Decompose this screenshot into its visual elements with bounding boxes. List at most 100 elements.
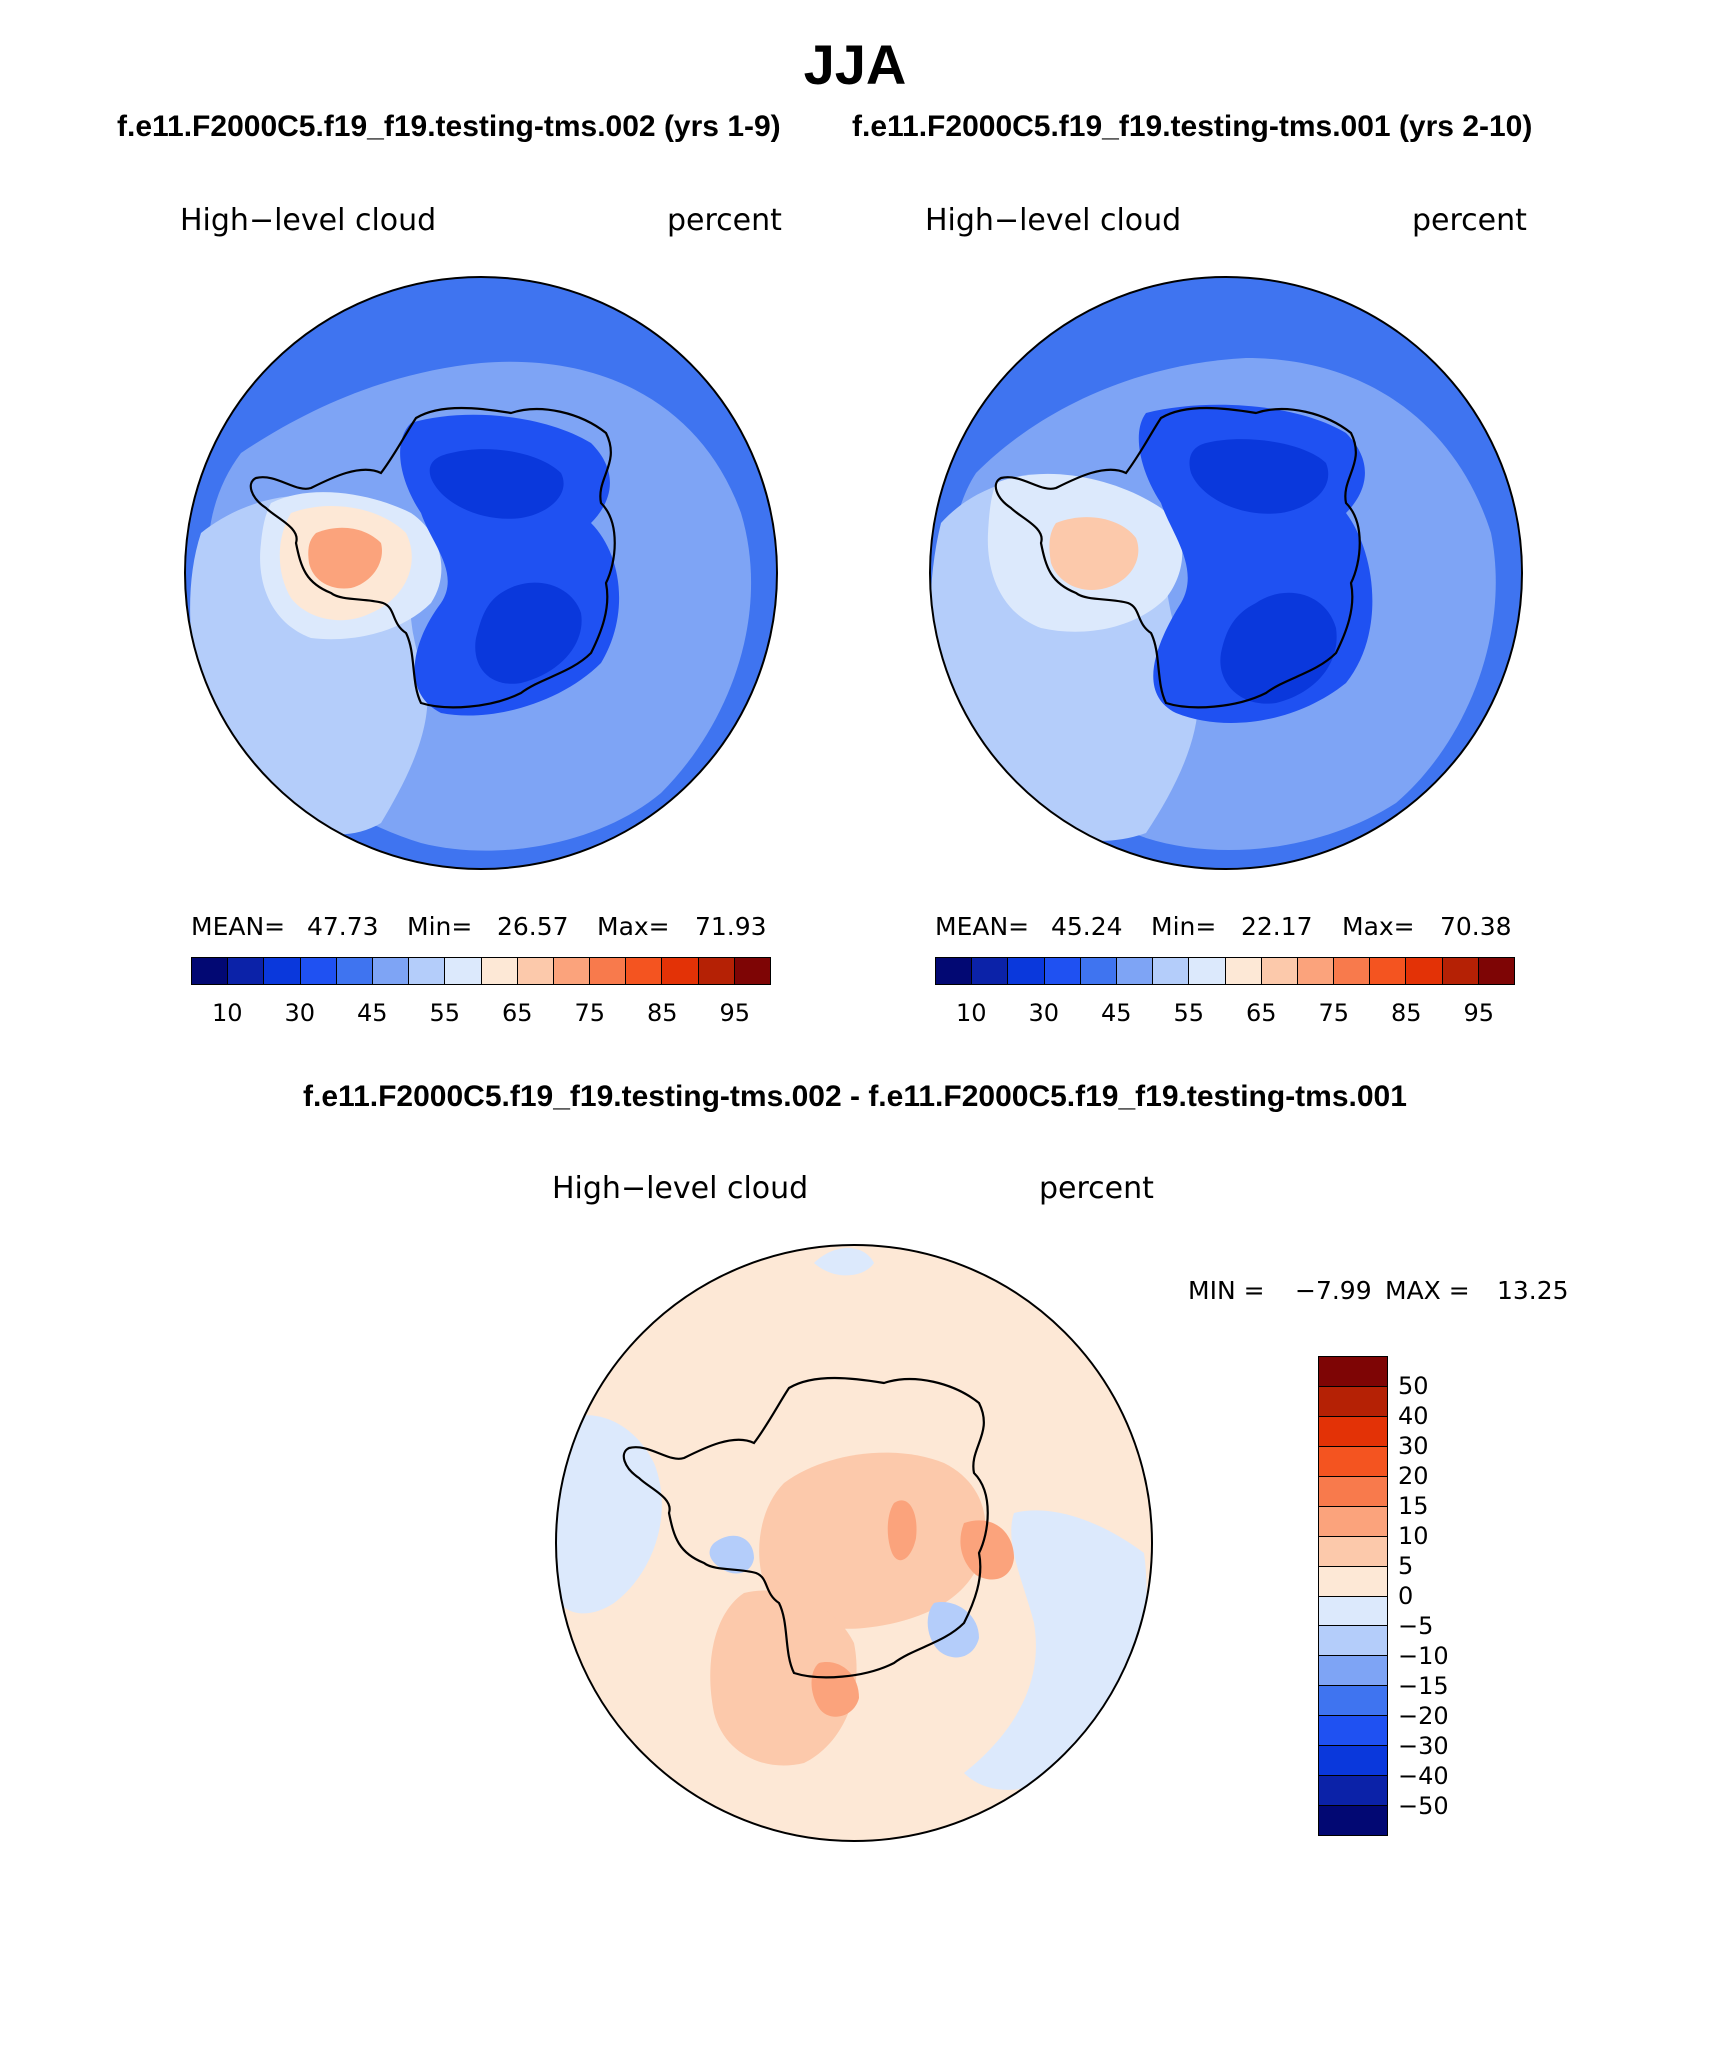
colorbar-tick-label: 15: [1398, 1492, 1429, 1520]
case1-title: f.e11.F2000C5.f19_f19.testing-tms.002 (y…: [117, 110, 781, 143]
diff-max-label: MAX =: [1385, 1276, 1470, 1305]
colorbar-swatch: [936, 958, 973, 984]
colorbar-swatch: [517, 958, 554, 984]
colorbar-swatch: [1319, 1386, 1387, 1417]
colorbar-tick-label: 10: [955, 999, 987, 1027]
colorbar-swatch: [1153, 958, 1190, 984]
colorbar-swatch: [590, 958, 627, 984]
colorbar-tick-label: 65: [1245, 999, 1277, 1027]
diff-field: [814, 1248, 874, 1276]
panel1-max-label: Max=: [597, 912, 670, 941]
colorbar-swatch: [1319, 1596, 1387, 1627]
colorbar-tick-label: 30: [1028, 999, 1060, 1027]
colorbar-swatch: [1319, 1357, 1387, 1387]
colorbar-swatch: [553, 958, 591, 984]
panel2-max-value: 70.38: [1440, 912, 1512, 941]
colorbar-tick-label: 0: [1398, 1582, 1414, 1610]
colorbar-swatch: [626, 958, 663, 984]
colorbar-tick-label: 85: [1390, 999, 1422, 1027]
colorbar-swatch: [1297, 958, 1335, 984]
panel1-map-border: [184, 276, 778, 870]
colorbar-swatch: [662, 958, 699, 984]
panel1-variable-label: High−level cloud: [180, 203, 437, 238]
panel1-field: [475, 582, 582, 684]
colorbar-swatch: [1008, 958, 1045, 984]
colorbar-swatch: [1406, 958, 1443, 984]
panel1-field: [429, 449, 564, 519]
diff-map: [555, 1244, 1153, 1842]
diff-field: [710, 1590, 857, 1766]
diff-min-label: MIN =: [1188, 1276, 1265, 1305]
colorbar-swatch: [1319, 1626, 1387, 1657]
colorbar-tick-label: 75: [1318, 999, 1350, 1027]
colorbar-swatch: [1442, 958, 1479, 984]
colorbar-swatch: [1319, 1716, 1387, 1747]
colorbar-tick-label: 40: [1398, 1402, 1429, 1430]
colorbar-tick-label: −40: [1398, 1762, 1449, 1790]
colorbar-swatch: [1319, 1536, 1387, 1567]
panel2-field: [1220, 592, 1337, 704]
diff-field: [960, 1520, 1014, 1580]
panel2-field: [1049, 517, 1139, 591]
colorbar-swatch: [1319, 1656, 1387, 1687]
colorbar-swatch: [698, 958, 735, 984]
panel2-mean-value: 45.24: [1051, 912, 1123, 941]
colorbar-swatch: [192, 958, 229, 984]
colorbar-swatch: [481, 958, 518, 984]
panel2-units-label: percent: [1412, 203, 1527, 238]
colorbar-tick-label: 95: [719, 999, 751, 1027]
colorbar-swatch: [228, 958, 265, 984]
panel1-min-label: Min=: [407, 912, 473, 941]
panel2-mean-label: MEAN=: [935, 912, 1030, 941]
colorbar-swatch: [264, 958, 301, 984]
panel1-mean-label: MEAN=: [191, 912, 286, 941]
colorbar-tick-label: 30: [1398, 1432, 1429, 1460]
colorbar-swatch: [1478, 958, 1514, 984]
diff-colorbar: [1318, 1356, 1388, 1836]
figure-title: JJA: [803, 33, 907, 96]
colorbar-swatch: [1116, 958, 1154, 984]
panel2-min-value: 22.17: [1241, 912, 1313, 941]
diff-min-value: −7.99: [1295, 1276, 1372, 1305]
colorbar-tick-label: 45: [1100, 999, 1132, 1027]
case2-title: f.e11.F2000C5.f19_f19.testing-tms.001 (y…: [852, 110, 1533, 143]
diff-map-border: [555, 1244, 1153, 1842]
panel1-mean-value: 47.73: [307, 912, 379, 941]
diff-field: [887, 1500, 917, 1561]
colorbar-swatch: [1319, 1476, 1387, 1507]
colorbar-tick-label: 30: [284, 999, 316, 1027]
colorbar-swatch: [1225, 958, 1262, 984]
colorbar-tick-label: 65: [501, 999, 533, 1027]
diff-field: [709, 1535, 754, 1574]
panel1-max-value: 71.93: [695, 912, 767, 941]
colorbar-tick-label: −30: [1398, 1732, 1449, 1760]
colorbar-swatch: [734, 958, 770, 984]
colorbar-tick-label: 75: [574, 999, 606, 1027]
diff-variable-label: High−level cloud: [552, 1171, 809, 1206]
colorbar-tick-label: 95: [1463, 999, 1495, 1027]
colorbar-swatch: [1261, 958, 1298, 984]
panel1-field: [308, 527, 382, 589]
panel1-colorbar: [191, 957, 771, 985]
colorbar-swatch: [1319, 1686, 1387, 1717]
panel1-units-label: percent: [667, 203, 782, 238]
colorbar-swatch: [300, 958, 337, 984]
colorbar-swatch: [1044, 958, 1081, 984]
colorbar-tick-label: 55: [429, 999, 461, 1027]
colorbar-tick-label: 10: [211, 999, 243, 1027]
colorbar-swatch: [1080, 958, 1117, 984]
colorbar-tick-label: −20: [1398, 1702, 1449, 1730]
colorbar-swatch: [1189, 958, 1226, 984]
colorbar-swatch: [372, 958, 410, 984]
diff-max-value: 13.25: [1497, 1276, 1569, 1305]
colorbar-tick-label: 85: [646, 999, 678, 1027]
colorbar-swatch: [409, 958, 446, 984]
panel1-map: [184, 276, 778, 870]
colorbar-swatch: [1319, 1506, 1387, 1537]
colorbar-tick-label: −50: [1398, 1792, 1449, 1820]
colorbar-swatch: [972, 958, 1009, 984]
panel2-map: [929, 276, 1523, 870]
diff-title: f.e11.F2000C5.f19_f19.testing-tms.002 - …: [303, 1080, 1407, 1113]
colorbar-tick-label: 55: [1173, 999, 1205, 1027]
colorbar-swatch: [1370, 958, 1407, 984]
